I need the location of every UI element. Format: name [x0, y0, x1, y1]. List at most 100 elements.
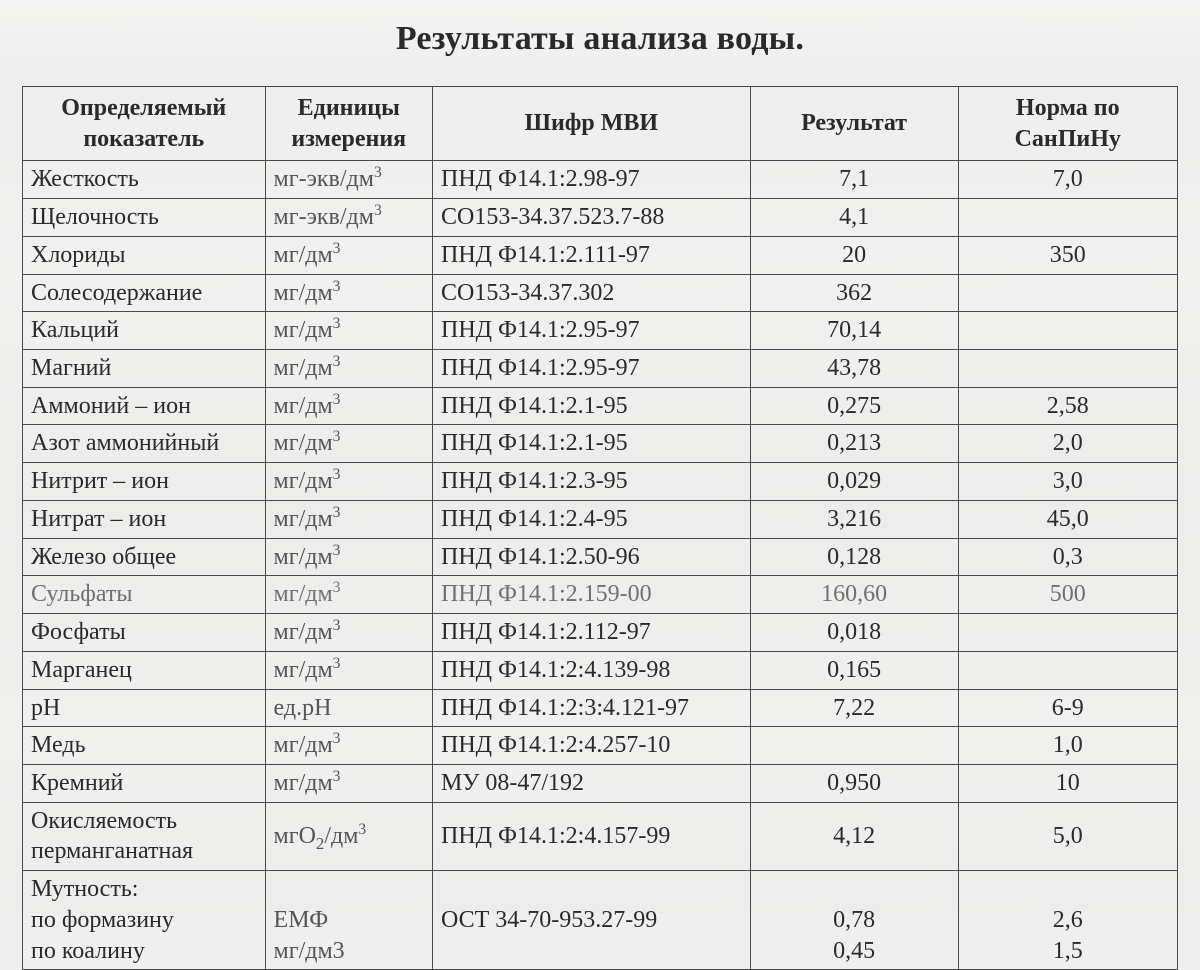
cell-unit: мг/дм3 [265, 651, 432, 689]
cell-result: 0,018 [750, 614, 958, 652]
cell-result: 43,78 [750, 350, 958, 388]
table-row: Нитрат – ионмг/дм3ПНД Ф14.1:2.4-953,2164… [23, 500, 1178, 538]
cell-param: Кремний [23, 764, 266, 802]
cell-unit: ед.рН [265, 689, 432, 727]
cell-code: МУ 08-47/192 [433, 764, 751, 802]
cell-norm: 10 [958, 764, 1177, 802]
results-table: Определяемый показатель Единицы измерени… [22, 86, 1178, 970]
cell-norm: 500 [958, 576, 1177, 614]
cell-norm: 6-9 [958, 689, 1177, 727]
cell-unit: ЕМФмг/дм3 [265, 871, 432, 970]
table-body: Жесткостьмг-экв/дм3ПНД Ф14.1:2.98-977,17… [23, 161, 1178, 970]
cell-code: ПНД Ф14.1:2.95-97 [433, 350, 751, 388]
col-header-result: Результат [750, 87, 958, 161]
cell-param: Кальций [23, 312, 266, 350]
cell-param: рН [23, 689, 266, 727]
table-row: Железо общеемг/дм3ПНД Ф14.1:2.50-960,128… [23, 538, 1178, 576]
cell-result: 4,1 [750, 199, 958, 237]
cell-param: Жесткость [23, 161, 266, 199]
cell-param: Нитрит – ион [23, 463, 266, 501]
table-row: Марганецмг/дм3ПНД Ф14.1:2:4.139-980,165 [23, 651, 1178, 689]
table-row: Окисляемость перманганатнаямгО2/дм3ПНД Ф… [23, 802, 1178, 870]
cell-result: 160,60 [750, 576, 958, 614]
col-header-param: Определяемый показатель [23, 87, 266, 161]
cell-unit: мгО2/дм3 [265, 802, 432, 870]
cell-result: 0,029 [750, 463, 958, 501]
table-row: Магниймг/дм3ПНД Ф14.1:2.95-9743,78 [23, 350, 1178, 388]
cell-code: ПНД Ф14.1:2:4.157-99 [433, 802, 751, 870]
cell-result: 0,950 [750, 764, 958, 802]
table-row: Мутность:по формазинупо коалинуЕМФмг/дм3… [23, 871, 1178, 970]
cell-unit: мг/дм3 [265, 500, 432, 538]
cell-result: 0,780,45 [750, 871, 958, 970]
table-header: Определяемый показатель Единицы измерени… [23, 87, 1178, 161]
cell-norm: 2,58 [958, 387, 1177, 425]
cell-param: Магний [23, 350, 266, 388]
cell-unit: мг/дм3 [265, 425, 432, 463]
cell-unit: мг/дм3 [265, 727, 432, 765]
cell-param: Окисляемость перманганатная [23, 802, 266, 870]
cell-code: ПНД Ф14.1:2.159-00 [433, 576, 751, 614]
cell-norm: 45,0 [958, 500, 1177, 538]
cell-result: 0,128 [750, 538, 958, 576]
cell-norm: 7,0 [958, 161, 1177, 199]
cell-unit: мг/дм3 [265, 312, 432, 350]
cell-code: ПНД Ф14.1:2:3:4.121-97 [433, 689, 751, 727]
cell-result [750, 727, 958, 765]
cell-code: СО153-34.37.523.7-88 [433, 199, 751, 237]
cell-code: ПНД Ф14.1:2.1-95 [433, 425, 751, 463]
cell-param: Нитрат – ион [23, 500, 266, 538]
cell-code: ПНД Ф14.1:2.98-97 [433, 161, 751, 199]
cell-unit: мг/дм3 [265, 614, 432, 652]
cell-param: Фосфаты [23, 614, 266, 652]
cell-param: Солесодержание [23, 274, 266, 312]
cell-code: ПНД Ф14.1:2.3-95 [433, 463, 751, 501]
cell-code: ПНД Ф14.1:2.4-95 [433, 500, 751, 538]
cell-norm [958, 312, 1177, 350]
cell-unit: мг/дм3 [265, 764, 432, 802]
cell-param: Аммоний – ион [23, 387, 266, 425]
col-header-code: Шифр МВИ [433, 87, 751, 161]
col-header-norm: Норма по СанПиНу [958, 87, 1177, 161]
table-row: Азот аммонийныймг/дм3ПНД Ф14.1:2.1-950,2… [23, 425, 1178, 463]
page-title: Результаты анализа воды. [22, 20, 1178, 58]
cell-result: 362 [750, 274, 958, 312]
cell-unit: мг/дм3 [265, 387, 432, 425]
cell-norm: 2,0 [958, 425, 1177, 463]
cell-unit: мг-экв/дм3 [265, 199, 432, 237]
cell-unit: мг/дм3 [265, 576, 432, 614]
cell-code: СО153-34.37.302 [433, 274, 751, 312]
table-row: рНед.рНПНД Ф14.1:2:3:4.121-977,226-9 [23, 689, 1178, 727]
cell-unit: мг/дм3 [265, 463, 432, 501]
cell-norm: 3,0 [958, 463, 1177, 501]
cell-result: 20 [750, 236, 958, 274]
cell-param: Марганец [23, 651, 266, 689]
cell-result: 3,216 [750, 500, 958, 538]
cell-code: ПНД Ф14.1:2.112-97 [433, 614, 751, 652]
cell-code: ПНД Ф14.1:2.111-97 [433, 236, 751, 274]
cell-norm [958, 350, 1177, 388]
cell-norm: 5,0 [958, 802, 1177, 870]
table-row: Аммоний – ионмг/дм3ПНД Ф14.1:2.1-950,275… [23, 387, 1178, 425]
col-header-unit: Единицы измерения [265, 87, 432, 161]
cell-param: Железо общее [23, 538, 266, 576]
cell-param: Щелочность [23, 199, 266, 237]
cell-result: 0,275 [750, 387, 958, 425]
cell-unit: мг/дм3 [265, 236, 432, 274]
table-row: Жесткостьмг-экв/дм3ПНД Ф14.1:2.98-977,17… [23, 161, 1178, 199]
table-row: Фосфатымг/дм3ПНД Ф14.1:2.112-970,018 [23, 614, 1178, 652]
cell-code: ПНД Ф14.1:2.1-95 [433, 387, 751, 425]
cell-result: 0,165 [750, 651, 958, 689]
table-row: Хлоридымг/дм3ПНД Ф14.1:2.111-9720350 [23, 236, 1178, 274]
cell-norm [958, 199, 1177, 237]
cell-result: 7,1 [750, 161, 958, 199]
cell-result: 7,22 [750, 689, 958, 727]
table-row: Кремниймг/дм3МУ 08-47/1920,95010 [23, 764, 1178, 802]
cell-norm: 2,61,5 [958, 871, 1177, 970]
table-row: Сульфатымг/дм3ПНД Ф14.1:2.159-00160,6050… [23, 576, 1178, 614]
cell-norm: 0,3 [958, 538, 1177, 576]
cell-result: 4,12 [750, 802, 958, 870]
cell-norm [958, 651, 1177, 689]
cell-code: ПНД Ф14.1:2:4.257-10 [433, 727, 751, 765]
table-row: Солесодержаниемг/дм3СО153-34.37.302362 [23, 274, 1178, 312]
